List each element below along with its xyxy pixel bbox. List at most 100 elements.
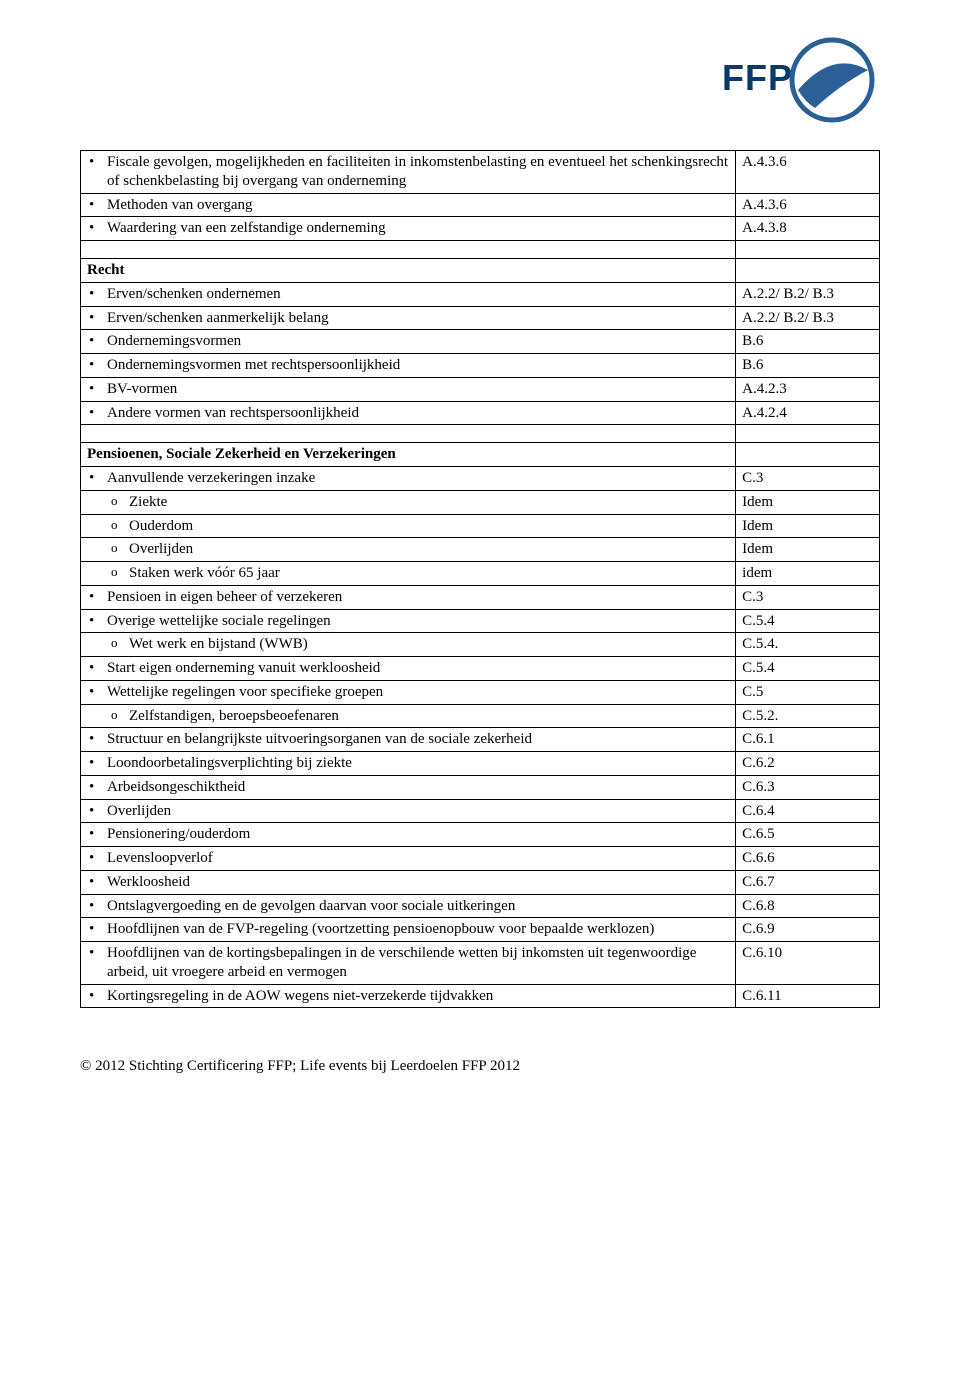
table-row: Recht [81, 259, 880, 283]
curriculum-item: Pensioen in eigen beheer of verzekeren [81, 585, 736, 609]
page: FFP Fiscale gevolgen, mogelijkheden en f… [0, 0, 960, 1115]
curriculum-item: Loondoorbetalingsverplichting bij ziekte [81, 752, 736, 776]
curriculum-code: C.6.6 [736, 847, 880, 871]
curriculum-item: Structuur en belangrijkste uitvoeringsor… [81, 728, 736, 752]
curriculum-code: C.3 [736, 585, 880, 609]
curriculum-subitem: Staken werk vóór 65 jaar [81, 562, 736, 586]
curriculum-code: C.6.7 [736, 870, 880, 894]
curriculum-code: C.5 [736, 680, 880, 704]
curriculum-subitem: Wet werk en bijstand (WWB) [81, 633, 736, 657]
curriculum-item: Ondernemingsvormen met rechtspersoonlijk… [81, 354, 736, 378]
content-area: Fiscale gevolgen, mogelijkheden en facil… [80, 0, 880, 1008]
curriculum-code: Idem [736, 490, 880, 514]
curriculum-item: BV-vormen [81, 377, 736, 401]
curriculum-code: C.5.4. [736, 633, 880, 657]
curriculum-item: Overlijden [81, 799, 736, 823]
table-row: Andere vormen van rechtspersoonlijkheidA… [81, 401, 880, 425]
curriculum-item: Overige wettelijke sociale regelingen [81, 609, 736, 633]
curriculum-item: Werkloosheid [81, 870, 736, 894]
curriculum-subitem: Ziekte [81, 490, 736, 514]
curriculum-subitem: Overlijden [81, 538, 736, 562]
section-heading: Recht [81, 259, 736, 283]
curriculum-code: A.2.2/ B.2/ B.3 [736, 306, 880, 330]
curriculum-item: Fiscale gevolgen, mogelijkheden en facil… [81, 151, 736, 194]
table-row: Erven/schenken aanmerkelijk belangA.2.2/… [81, 306, 880, 330]
table-row: Hoofdlijnen van de FVP-regeling (voortze… [81, 918, 880, 942]
curriculum-code: A.4.3.6 [736, 151, 880, 194]
ffp-logo: FFP [720, 30, 880, 130]
curriculum-item: Waardering van een zelfstandige ondernem… [81, 217, 736, 241]
table-row: Pensioen in eigen beheer of verzekerenC.… [81, 585, 880, 609]
curriculum-code: B.6 [736, 354, 880, 378]
curriculum-item: Andere vormen van rechtspersoonlijkheid [81, 401, 736, 425]
curriculum-code: C.5.4 [736, 609, 880, 633]
curriculum-item: Start eigen onderneming vanuit werkloosh… [81, 657, 736, 681]
curriculum-item: Erven/schenken aanmerkelijk belang [81, 306, 736, 330]
curriculum-item: Hoofdlijnen van de kortingsbepalingen in… [81, 942, 736, 985]
table-row: Wet werk en bijstand (WWB)C.5.4. [81, 633, 880, 657]
table-row: LevensloopverlofC.6.6 [81, 847, 880, 871]
table-row: Start eigen onderneming vanuit werkloosh… [81, 657, 880, 681]
curriculum-item: Ondernemingsvormen [81, 330, 736, 354]
table-row: ArbeidsongeschiktheidC.6.3 [81, 775, 880, 799]
curriculum-code: C.6.11 [736, 984, 880, 1008]
curriculum-item: Kortingsregeling in de AOW wegens niet-v… [81, 984, 736, 1008]
table-row: Zelfstandigen, beroepsbeoefenarenC.5.2. [81, 704, 880, 728]
table-row: Erven/schenken ondernemenA.2.2/ B.2/ B.3 [81, 282, 880, 306]
curriculum-code: A.4.2.3 [736, 377, 880, 401]
table-row: Waardering van een zelfstandige ondernem… [81, 217, 880, 241]
curriculum-code: C.6.2 [736, 752, 880, 776]
table-row: Hoofdlijnen van de kortingsbepalingen in… [81, 942, 880, 985]
curriculum-code: C.6.4 [736, 799, 880, 823]
curriculum-code: C.3 [736, 467, 880, 491]
footer-copyright: © 2012 Stichting Certificering FFP; Life… [80, 1058, 880, 1075]
table-row: Wettelijke regelingen voor specifieke gr… [81, 680, 880, 704]
table-row: Ontslagvergoeding en de gevolgen daarvan… [81, 894, 880, 918]
logo-swoosh-icon [792, 40, 872, 120]
curriculum-item: Arbeidsongeschiktheid [81, 775, 736, 799]
table-row: OuderdomIdem [81, 514, 880, 538]
section-heading: Pensioenen, Sociale Zekerheid en Verzeke… [81, 443, 736, 467]
table-row: Fiscale gevolgen, mogelijkheden en facil… [81, 151, 880, 194]
curriculum-code: Idem [736, 514, 880, 538]
logo-text-icon: FFP [722, 57, 793, 98]
curriculum-code: C.6.5 [736, 823, 880, 847]
curriculum-code: C.5.2. [736, 704, 880, 728]
curriculum-code: A.4.3.8 [736, 217, 880, 241]
spacer-row [81, 425, 880, 443]
table-row: Overige wettelijke sociale regelingenC.5… [81, 609, 880, 633]
curriculum-code: B.6 [736, 330, 880, 354]
table-row: Methoden van overgangA.4.3.6 [81, 193, 880, 217]
curriculum-code: C.6.3 [736, 775, 880, 799]
curriculum-code: Idem [736, 538, 880, 562]
table-row: WerkloosheidC.6.7 [81, 870, 880, 894]
curriculum-code: C.5.4 [736, 657, 880, 681]
curriculum-subitem: Zelfstandigen, beroepsbeoefenaren [81, 704, 736, 728]
curriculum-table: Fiscale gevolgen, mogelijkheden en facil… [80, 150, 880, 1008]
curriculum-item: Pensionering/ouderdom [81, 823, 736, 847]
curriculum-code: C.6.1 [736, 728, 880, 752]
table-row: Pensionering/ouderdomC.6.5 [81, 823, 880, 847]
table-row: Kortingsregeling in de AOW wegens niet-v… [81, 984, 880, 1008]
curriculum-code: A.4.2.4 [736, 401, 880, 425]
curriculum-code: A.2.2/ B.2/ B.3 [736, 282, 880, 306]
curriculum-code: A.4.3.6 [736, 193, 880, 217]
curriculum-code [736, 259, 880, 283]
table-row: Ondernemingsvormen met rechtspersoonlijk… [81, 354, 880, 378]
curriculum-code: C.6.8 [736, 894, 880, 918]
spacer-row [81, 241, 880, 259]
table-row: OverlijdenC.6.4 [81, 799, 880, 823]
table-row: Staken werk vóór 65 jaaridem [81, 562, 880, 586]
curriculum-subitem: Ouderdom [81, 514, 736, 538]
curriculum-item: Hoofdlijnen van de FVP-regeling (voortze… [81, 918, 736, 942]
curriculum-code [736, 443, 880, 467]
curriculum-item: Ontslagvergoeding en de gevolgen daarvan… [81, 894, 736, 918]
table-row: OndernemingsvormenB.6 [81, 330, 880, 354]
table-row: Pensioenen, Sociale Zekerheid en Verzeke… [81, 443, 880, 467]
table-row: OverlijdenIdem [81, 538, 880, 562]
curriculum-item: Wettelijke regelingen voor specifieke gr… [81, 680, 736, 704]
table-row: Aanvullende verzekeringen inzakeC.3 [81, 467, 880, 491]
table-row: BV-vormenA.4.2.3 [81, 377, 880, 401]
curriculum-code: idem [736, 562, 880, 586]
curriculum-item: Methoden van overgang [81, 193, 736, 217]
